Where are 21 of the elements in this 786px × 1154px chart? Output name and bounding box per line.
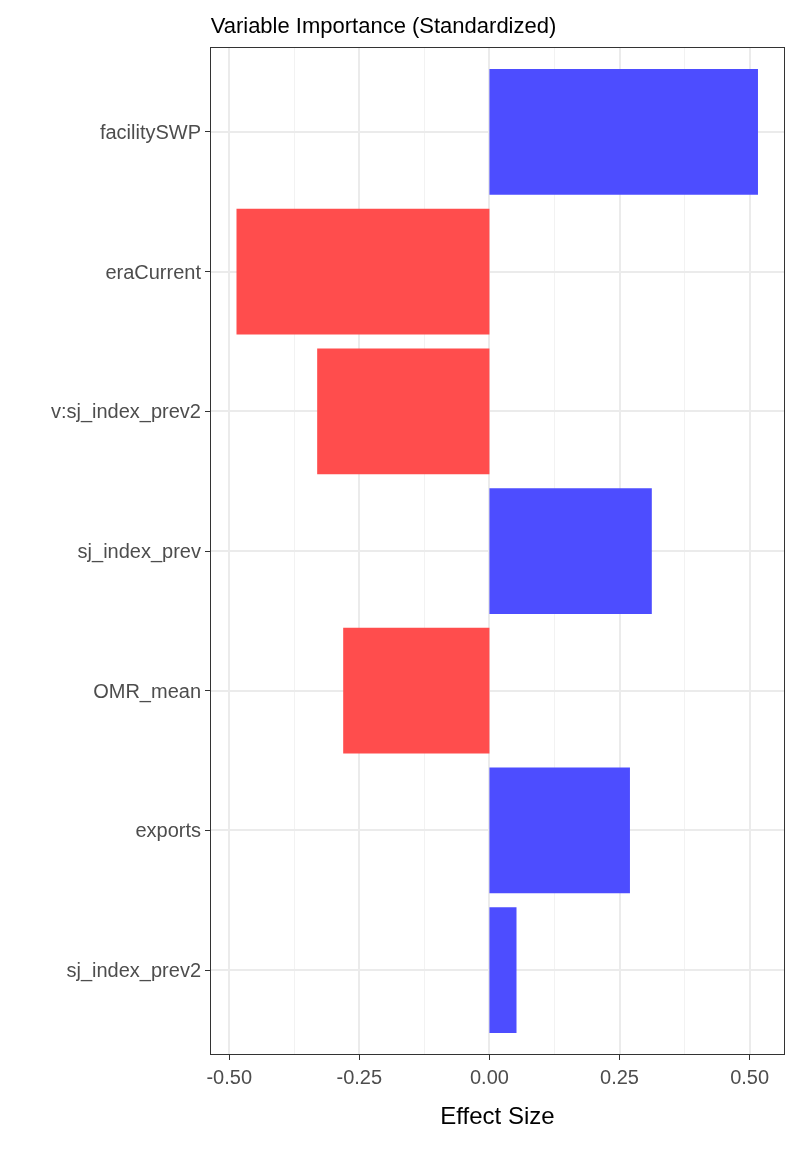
chart-title: Variable Importance (Standardized) [210, 12, 557, 38]
bar [489, 767, 630, 894]
bar [236, 208, 490, 335]
y-tick-label: v:sj_index_prev2 [50, 400, 201, 424]
y-tick-label: exports [135, 819, 201, 842]
x-tick-label: -0.50 [206, 1066, 253, 1088]
bar [489, 488, 652, 614]
y-tick-label: sj_index_prev2 [66, 959, 201, 983]
x-tick-label: 0.25 [600, 1066, 640, 1088]
bar [489, 907, 517, 1034]
x-tick-label: 0.00 [469, 1066, 509, 1088]
x-tick-label: 0.50 [730, 1066, 770, 1088]
y-tick-label: OMR_mean [93, 679, 201, 703]
x-tick-label: -0.25 [336, 1066, 383, 1088]
y-tick-label: facilitySWP [99, 120, 201, 143]
bar [343, 627, 490, 754]
y-tick-label: sj_index_prev [77, 540, 201, 563]
bar [317, 348, 490, 475]
bar [489, 68, 758, 195]
x-axis-title: Effect Size [440, 1102, 555, 1130]
y-tick-label: eraCurrent [105, 260, 202, 283]
